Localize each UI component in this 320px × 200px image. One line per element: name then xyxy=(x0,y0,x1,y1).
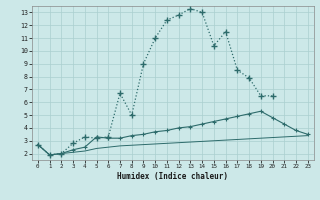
X-axis label: Humidex (Indice chaleur): Humidex (Indice chaleur) xyxy=(117,172,228,181)
